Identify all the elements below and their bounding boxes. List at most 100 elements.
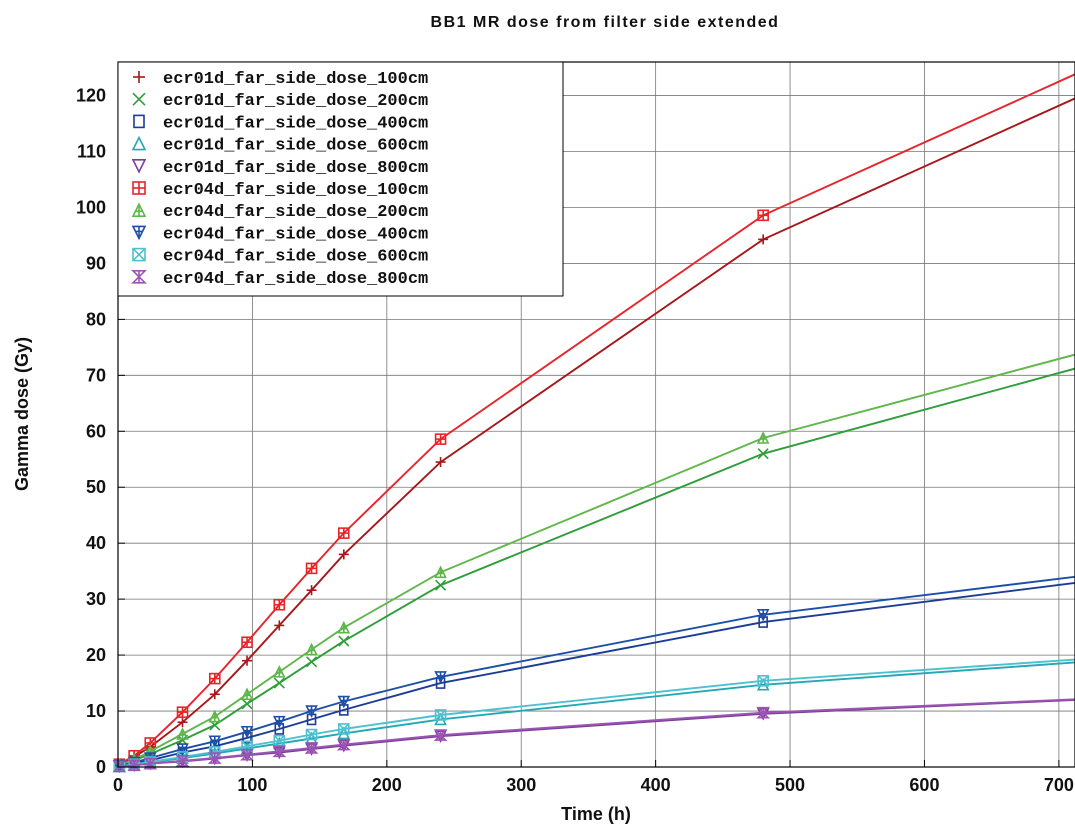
data-point [240, 687, 254, 701]
legend-label: ecr04d_far_side_dose_600cm [163, 248, 428, 267]
legend-marker [132, 247, 146, 262]
x-axis-label: Time (h) [561, 804, 631, 824]
legend-marker [131, 202, 147, 217]
data-point [433, 729, 448, 741]
data-point [273, 598, 286, 611]
series-line [118, 73, 1075, 766]
data-point [757, 209, 769, 222]
y-tick-label: 70 [86, 365, 106, 385]
y-tick-label: 40 [86, 533, 106, 553]
axis-ticks: 0 100 200 300 400 500 600 700 0 10 20 30 40 50 60 70 80 9… [76, 86, 1074, 795]
y-axis-label: Gamma dose (Gy) [12, 337, 32, 491]
x-tick-label: 100 [237, 775, 267, 795]
legend-item: ecr04d_far_side_dose_800cm [131, 269, 428, 289]
series-ecr01d_far_side_dose_400cm [114, 581, 1075, 772]
series-ecr04d_far_side_dose_200cm [113, 353, 1075, 772]
data-point [241, 636, 253, 649]
y-tick-label: 20 [86, 645, 106, 665]
legend-item: ecr01d_far_side_dose_400cm [133, 114, 428, 133]
data-point [756, 706, 771, 719]
data-point [756, 677, 770, 691]
legend-marker [133, 71, 145, 83]
data-point [434, 709, 447, 721]
data-point [241, 698, 253, 710]
data-point [207, 752, 222, 764]
data-point [756, 431, 770, 444]
data-point [756, 609, 770, 622]
legend-item: ecr01d_far_side_dose_800cm [131, 159, 428, 178]
data-point [435, 457, 446, 468]
legend-label: ecr01d_far_side_dose_200cm [163, 92, 428, 111]
data-point [338, 527, 350, 539]
legend: ecr01d_far_side_dose_100cm ecr01d_far_sid… [117, 61, 564, 297]
data-point [757, 448, 769, 460]
data-point [272, 715, 286, 729]
series-line [119, 575, 1075, 767]
x-tick-label: 200 [372, 775, 402, 795]
legend-label: ecr01d_far_side_dose_400cm [163, 114, 428, 133]
legend-item: ecr04d_far_side_dose_600cm [132, 247, 428, 267]
data-point [304, 742, 319, 754]
legend-marker [133, 114, 145, 129]
data-point [306, 585, 317, 596]
data-point [208, 672, 221, 685]
legend-label: ecr01d_far_side_dose_800cm [163, 159, 428, 178]
data-point [176, 727, 189, 740]
legend-marker [131, 269, 147, 284]
legend-item: ecr01d_far_side_dose_600cm [131, 135, 428, 156]
legend-label: ecr04d_far_side_dose_800cm [163, 270, 428, 289]
data-point [240, 748, 254, 761]
chart-title: BB1 MR dose from filter side extended [431, 14, 780, 31]
legend-marker [131, 135, 147, 151]
legend-label: ecr04d_far_side_dose_100cm [163, 181, 428, 200]
data-point [177, 717, 188, 728]
data-point [757, 675, 769, 687]
series-line [118, 353, 1075, 767]
legend-label: ecr04d_far_side_dose_200cm [163, 203, 428, 222]
y-tick-label: 110 [77, 142, 106, 162]
y-tick-label: 80 [86, 309, 106, 329]
data-point [758, 234, 769, 245]
y-tick-label: 0 [96, 757, 106, 777]
series-ecr04d_far_side_dose_100cm [113, 73, 1075, 771]
data-point [338, 635, 350, 647]
data-point [209, 689, 220, 700]
data-point [273, 677, 285, 689]
series-line [119, 658, 1075, 768]
legend-item: ecr01d_far_side_dose_100cm [133, 70, 428, 89]
series-ecr04d_far_side_dose_400cm [113, 575, 1075, 773]
data-point [240, 725, 254, 739]
data-point [337, 695, 351, 709]
y-tick-label: 50 [86, 477, 106, 497]
legend-item: ecr04d_far_side_dose_400cm [131, 225, 428, 244]
series-line [119, 698, 1075, 768]
x-tick-label: 400 [641, 775, 671, 795]
data-point [337, 620, 351, 634]
legend-label: ecr01d_far_side_dose_100cm [163, 70, 428, 89]
data-point [336, 738, 351, 751]
data-point [434, 565, 447, 579]
data-point [435, 579, 447, 591]
plot-area [112, 73, 1075, 774]
legend-marker [131, 225, 147, 241]
data-point [272, 745, 287, 758]
x-tick-label: 0 [113, 775, 123, 795]
data-point [305, 656, 318, 668]
data-point [305, 728, 318, 741]
legend-item: ecr01d_far_side_dose_200cm [132, 92, 428, 111]
data-point [434, 433, 447, 445]
x-tick-label: 600 [909, 775, 939, 795]
data-point [305, 705, 318, 718]
legend-marker [132, 92, 146, 106]
data-point [338, 549, 349, 560]
plot-frame [117, 61, 1075, 768]
data-point [175, 755, 190, 767]
data-point [305, 562, 318, 575]
legend-marker [132, 181, 146, 195]
data-point [305, 642, 318, 656]
legend-label: ecr04d_far_side_dose_400cm [163, 225, 428, 244]
series-ecr01d_far_side_dose_200cm [113, 367, 1075, 771]
series-line [119, 581, 1075, 767]
y-tick-label: 90 [86, 253, 106, 273]
y-tick-label: 120 [76, 86, 106, 106]
